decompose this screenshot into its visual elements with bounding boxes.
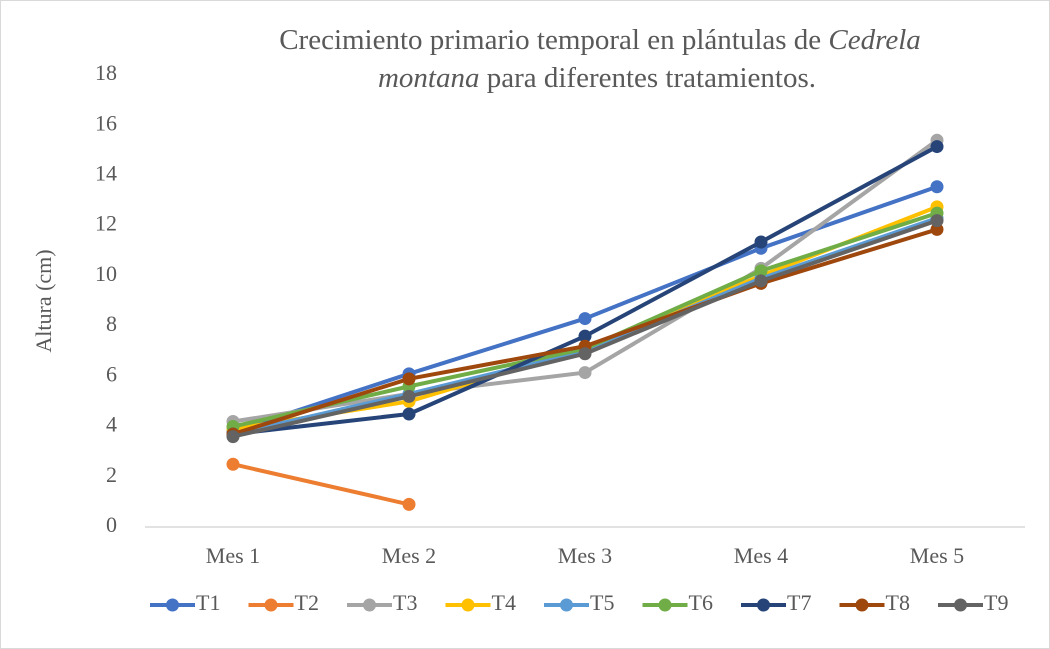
series-marker [930, 140, 944, 154]
legend-marker [658, 598, 672, 612]
series-marker [754, 235, 768, 249]
title-part: para diferentes tratamientos. [479, 62, 816, 94]
legend-label: T7 [787, 590, 811, 615]
legend-label: T3 [393, 590, 417, 615]
series-marker [578, 312, 592, 326]
y-tick-label: 12 [95, 211, 117, 236]
series-marker [930, 180, 944, 194]
x-tick-label: Mes 3 [558, 543, 612, 568]
legend-marker [855, 598, 869, 612]
legend-marker [560, 598, 573, 612]
y-tick-label: 6 [106, 361, 117, 386]
series-marker [402, 407, 416, 421]
series-marker [402, 389, 416, 403]
legend-marker [757, 598, 770, 612]
y-tick-label: 10 [95, 261, 117, 286]
legend-marker [264, 598, 278, 612]
chart-title-line: Crecimiento primario temporal en plántul… [279, 24, 921, 56]
x-tick-label: Mes 1 [206, 543, 260, 568]
y-tick-label: 8 [106, 311, 117, 336]
legend-label: T6 [689, 590, 713, 615]
legend-marker [363, 598, 376, 612]
legend-label: T8 [886, 590, 910, 615]
legend-marker [166, 598, 179, 612]
series-marker [226, 457, 240, 471]
y-tick-label: 18 [95, 60, 117, 85]
series-marker [930, 214, 944, 228]
series-marker [578, 329, 592, 343]
y-axis-label: Altura (cm) [31, 249, 56, 352]
y-tick-label: 0 [106, 512, 117, 537]
x-tick-label: Mes 5 [910, 543, 964, 568]
legend-label: T2 [295, 590, 319, 615]
legend-label: T9 [984, 590, 1008, 615]
series-marker [754, 264, 768, 278]
series-marker [402, 497, 416, 511]
chart-title-line: montana para diferentes tratamientos. [378, 62, 816, 94]
legend-label: T1 [196, 590, 220, 615]
y-tick-label: 14 [95, 160, 117, 185]
title-part: montana [378, 62, 480, 94]
y-tick-label: 16 [95, 110, 117, 135]
series-marker [578, 347, 592, 361]
series-marker [754, 274, 768, 288]
x-tick-label: Mes 4 [734, 543, 788, 568]
legend-label: T4 [492, 590, 516, 615]
series-marker [578, 366, 592, 380]
title-part: Cedrela [828, 24, 920, 56]
y-tick-label: 2 [106, 462, 117, 487]
x-tick-label: Mes 2 [382, 543, 436, 568]
legend-marker [461, 598, 475, 612]
series-marker [402, 372, 416, 386]
y-tick-label: 4 [106, 412, 117, 437]
series-line [231, 462, 411, 507]
legend-marker [954, 598, 967, 612]
title-part: Crecimiento primario temporal en plántul… [279, 24, 828, 56]
series-marker [226, 430, 240, 444]
legend-label: T5 [590, 590, 614, 615]
